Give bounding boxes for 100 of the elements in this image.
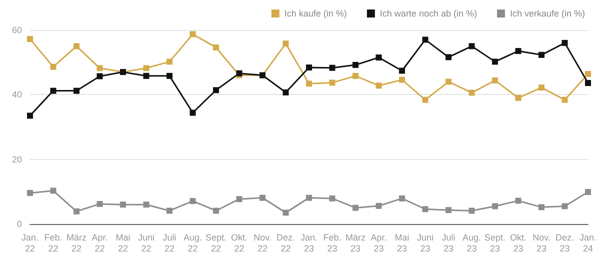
legend-label: Ich verkaufe (in %)	[510, 8, 586, 18]
point	[329, 64, 336, 71]
x-tick-label: Mai 22	[116, 232, 130, 254]
point	[468, 43, 475, 50]
point	[143, 202, 150, 208]
point	[213, 87, 219, 94]
point	[120, 202, 126, 208]
x-tick-label: Jan. 24	[579, 232, 597, 254]
point	[166, 72, 172, 79]
point	[74, 43, 80, 50]
point	[329, 80, 336, 86]
point	[376, 82, 382, 89]
x-tick-label: Feb. 23	[323, 232, 342, 254]
point	[50, 88, 56, 94]
point	[96, 73, 103, 80]
point	[492, 58, 498, 65]
x-tick-label: Juli 23	[442, 232, 456, 254]
point	[236, 196, 242, 202]
x-tick-label: Mai 23	[394, 232, 410, 254]
point	[50, 188, 56, 194]
point	[352, 72, 358, 79]
x-tick-label: Aug. 22	[183, 232, 202, 254]
point	[27, 190, 33, 196]
point	[166, 58, 172, 65]
point	[422, 206, 428, 212]
point	[585, 80, 591, 86]
point	[306, 194, 312, 201]
y-tick-label: 40	[12, 90, 22, 100]
point	[74, 208, 80, 214]
point	[352, 204, 358, 211]
point	[282, 210, 289, 216]
point	[96, 65, 103, 72]
point	[515, 198, 522, 204]
x-tick-label: Apr. 22	[92, 232, 108, 254]
point	[50, 64, 56, 70]
point	[468, 208, 475, 214]
x-tick-label: Nov. 23	[532, 232, 550, 254]
point	[422, 96, 428, 103]
point	[306, 80, 312, 87]
x-tick-label: Feb. 22	[44, 232, 62, 254]
point	[260, 194, 266, 201]
point	[166, 208, 172, 214]
point	[190, 110, 196, 116]
point	[446, 207, 452, 214]
x-tick-label: März 23	[346, 232, 366, 254]
point	[143, 72, 150, 79]
point	[190, 198, 196, 204]
x-tick-label: Dez. 22	[276, 232, 296, 254]
point	[399, 76, 405, 83]
point	[468, 90, 475, 96]
x-tick-label: März 22	[66, 232, 87, 254]
point	[143, 65, 150, 72]
point	[492, 77, 498, 84]
point	[376, 202, 382, 209]
point	[562, 96, 568, 103]
point	[538, 84, 544, 91]
point	[492, 203, 498, 210]
point	[213, 208, 219, 214]
legend-label: Ich kaufe (in %)	[284, 8, 347, 18]
x-tick-label: Jan. 22	[21, 232, 39, 254]
point	[74, 88, 80, 94]
point	[538, 52, 544, 58]
point	[376, 54, 382, 60]
point	[27, 36, 33, 42]
x-tick-label: Sept. 23	[484, 232, 506, 254]
x-tick-label: Apr. 23	[370, 232, 387, 254]
point	[562, 40, 568, 46]
point	[538, 204, 544, 210]
point	[282, 89, 289, 96]
point	[329, 195, 336, 202]
point	[585, 70, 591, 77]
point	[515, 48, 522, 54]
y-tick-label: 20	[12, 154, 22, 164]
x-tick-label: Sept. 22	[205, 232, 227, 254]
y-tick-label: 0	[16, 219, 22, 229]
point	[515, 94, 522, 101]
point	[27, 112, 33, 119]
x-tick-label: Dez. 23	[555, 232, 574, 254]
point	[282, 40, 289, 47]
x-tick-label: Juni 22	[138, 232, 155, 254]
point	[399, 68, 405, 74]
x-tick-label: Juli 22	[162, 232, 176, 254]
x-tick-label: Nov. 22	[254, 232, 272, 254]
point	[306, 64, 312, 71]
x-tick-label: Aug. 23	[462, 232, 482, 254]
point	[352, 62, 358, 68]
point	[190, 31, 196, 38]
point	[585, 188, 591, 195]
x-tick-label: Juni 23	[416, 232, 434, 254]
x-tick-label: Okt. 22	[230, 232, 248, 254]
point	[446, 54, 452, 60]
x-tick-label: Okt. 23	[510, 232, 527, 254]
point	[96, 200, 103, 207]
y-tick-label: 60	[12, 25, 22, 35]
point	[213, 44, 219, 50]
point	[446, 78, 452, 85]
point	[422, 36, 428, 43]
point	[562, 203, 568, 210]
legend-label: Ich warte noch ab (in %)	[380, 8, 477, 18]
point	[399, 195, 405, 202]
